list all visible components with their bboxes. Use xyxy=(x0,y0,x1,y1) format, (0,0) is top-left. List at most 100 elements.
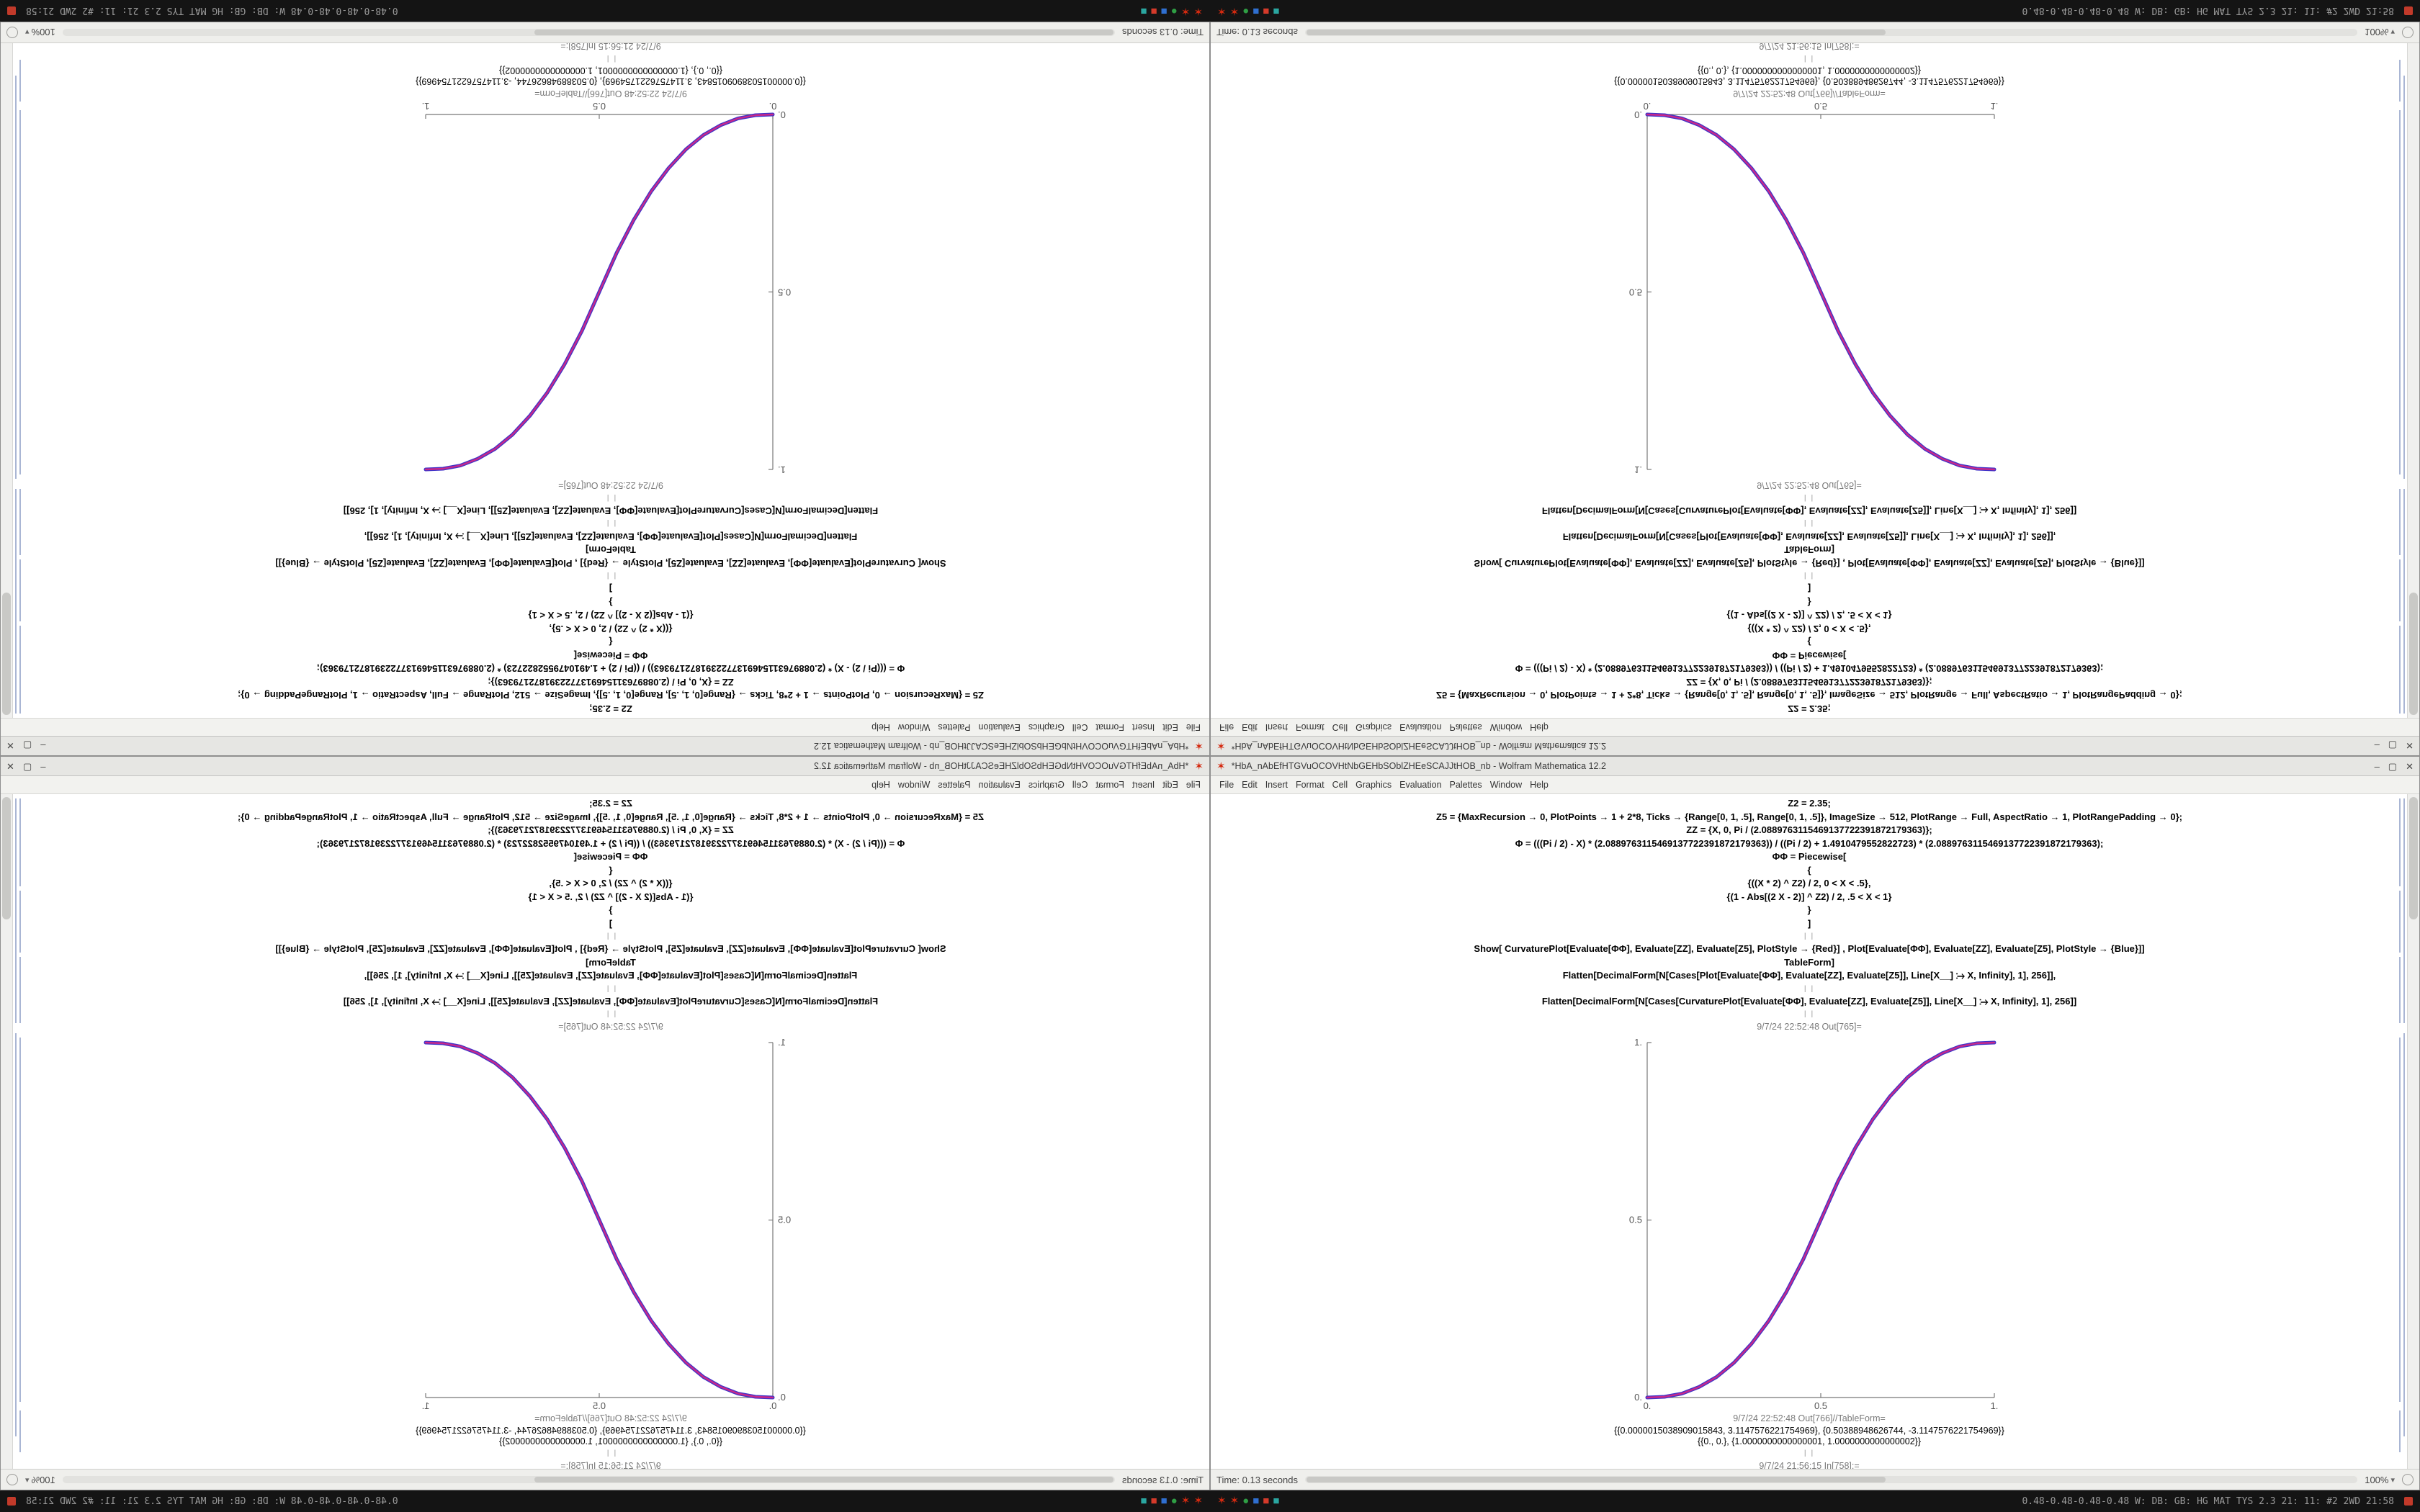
menu-item[interactable]: Edit xyxy=(1242,780,1258,790)
notebook-area[interactable]: Z2 = 2.35; Z5 = {MaxRecursion → 0, PlotPo… xyxy=(1,43,1209,718)
magnification-control[interactable]: 100% ▾ xyxy=(25,27,55,38)
menu-item[interactable]: Evaluation xyxy=(978,722,1021,732)
mathematica-icon[interactable]: ✶ xyxy=(1229,1495,1240,1507)
code-line[interactable]: Z5 = {MaxRecursion → 0, PlotPoints → 1 +… xyxy=(1436,811,2182,822)
cell-bracket[interactable] xyxy=(2399,798,2401,886)
code-line[interactable]: Z2 = 2.35; xyxy=(589,798,632,809)
code-line[interactable]: Flatten[DecimalForm[N[Cases[CurvaturePlo… xyxy=(1541,505,2077,517)
cell-bracket[interactable] xyxy=(19,60,21,102)
code-line[interactable]: { xyxy=(1807,864,1811,876)
menu-item[interactable]: Format xyxy=(1095,722,1125,732)
vertical-scrollbar-thumb[interactable] xyxy=(2,593,11,715)
code-line[interactable]: ZZ = {X, 0, Pi / (2.08897631154691377223… xyxy=(1686,677,1932,688)
close-button[interactable]: ✕ xyxy=(6,760,14,772)
minimize-button[interactable]: – xyxy=(2374,760,2380,772)
tray-end-icon[interactable] xyxy=(2404,6,2413,15)
code-line[interactable]: } xyxy=(609,904,613,915)
code-line[interactable]: ZZ = {X, 0, Pi / (2.08897631154691377223… xyxy=(488,824,734,835)
code-line[interactable]: | | xyxy=(605,494,617,503)
cell-bracket[interactable] xyxy=(15,76,17,479)
mathematica-icon[interactable]: ✶ xyxy=(1180,1495,1191,1507)
minimize-button[interactable]: – xyxy=(40,740,46,752)
magnification-control[interactable]: 100% ▾ xyxy=(2365,1475,2395,1485)
vertical-scrollbar-thumb[interactable] xyxy=(2409,593,2418,715)
cell-bracket[interactable] xyxy=(19,489,21,555)
code-line[interactable]: {((X * 2) ^ Z2) / 2, 0 < X < .5}, xyxy=(1747,624,1871,634)
code-line[interactable]: Show[ CurvaturePlot[Evaluate[ΦΦ], Evalua… xyxy=(275,943,946,954)
cell-bracket[interactable] xyxy=(19,798,21,886)
menu-item[interactable]: Format xyxy=(1095,780,1125,790)
menu-item[interactable]: File xyxy=(1219,780,1234,790)
cell-bracket[interactable] xyxy=(2403,76,2405,479)
scroll-corner-button[interactable] xyxy=(2402,27,2414,38)
mathematica-icon[interactable]: ✶ xyxy=(1193,1495,1203,1507)
red-app-icon[interactable]: ■ xyxy=(1263,1495,1270,1507)
horizontal-scrollbar[interactable] xyxy=(62,29,1116,36)
cell-bracket[interactable] xyxy=(15,1033,17,1436)
mathematica-icon[interactable]: ✶ xyxy=(1229,5,1240,17)
magnification-control[interactable]: 100% ▾ xyxy=(2365,27,2395,38)
code-line[interactable]: | | xyxy=(1803,494,1815,503)
code-line[interactable]: ] xyxy=(1807,917,1811,929)
menu-item[interactable]: Insert xyxy=(1265,780,1288,790)
code-line[interactable]: {(1 - Abs[(2 X - 2)] ^ Z2) / 2, .5 < X <… xyxy=(528,891,694,902)
code-line[interactable]: | | xyxy=(1803,1009,1815,1018)
blue-app-icon[interactable]: ■ xyxy=(1252,1495,1260,1507)
window-titlebar[interactable]: ✶ *HbA_nAbEfHTGVuOCOVHtNbGEHbSOblZHEeSCA… xyxy=(1211,757,2419,776)
close-button[interactable]: ✕ xyxy=(6,740,14,752)
menu-item[interactable]: Help xyxy=(871,722,890,732)
code-line[interactable]: ΦΦ = Piecewise[ xyxy=(1772,650,1847,661)
tray-end-icon[interactable] xyxy=(2404,1497,2413,1506)
close-button[interactable]: ✕ xyxy=(2406,740,2414,752)
code-line[interactable]: | | xyxy=(1803,984,1815,993)
menu-item[interactable]: Palettes xyxy=(1449,722,1482,732)
green-app-icon[interactable]: ● xyxy=(1242,1495,1250,1507)
code-line[interactable]: ZZ = {X, 0, Pi / (2.08897631154691377223… xyxy=(488,677,734,688)
menu-item[interactable]: Help xyxy=(1530,722,1549,732)
code-line[interactable]: | | xyxy=(605,932,617,940)
menu-item[interactable]: Cell xyxy=(1072,780,1088,790)
notebook-area[interactable]: Z2 = 2.35; Z5 = {MaxRecursion → 0, PlotPo… xyxy=(1211,43,2419,718)
magnification-control[interactable]: 100% ▾ xyxy=(25,1475,55,1485)
code-line[interactable]: ΦΦ = Piecewise[ xyxy=(1772,851,1847,862)
menu-item[interactable]: Insert xyxy=(1265,722,1288,732)
code-line[interactable]: | | xyxy=(1803,572,1815,580)
menu-item[interactable]: Edit xyxy=(1162,780,1178,790)
code-line[interactable]: Flatten[DecimalForm[N[Cases[CurvaturePlo… xyxy=(343,505,879,517)
red-app-icon[interactable]: ■ xyxy=(1150,5,1157,17)
code-line[interactable]: {((X * 2) ^ Z2) / 2, 0 < X < .5}, xyxy=(1747,878,1871,888)
cell-bracket[interactable] xyxy=(19,559,21,621)
menu-item[interactable]: Graphics xyxy=(1028,722,1065,732)
code-line[interactable]: } xyxy=(609,597,613,608)
cell-bracket[interactable] xyxy=(2399,626,2401,714)
menu-item[interactable]: Insert xyxy=(1132,780,1155,790)
red-app-icon[interactable]: ■ xyxy=(1263,5,1270,17)
code-line[interactable]: Φ = (((Pi / 2) - X) * (2.088976311546913… xyxy=(1515,837,2104,849)
window-titlebar[interactable]: ✶ *HbA_nAbEfHTGVuOCOVHtNbGEHbSOblZHEeSCA… xyxy=(1,757,1209,776)
code-line[interactable]: { xyxy=(609,636,613,648)
tray-end-icon[interactable] xyxy=(7,6,16,15)
code-line[interactable]: | | xyxy=(605,572,617,580)
code-line[interactable]: Flatten[DecimalForm[N[Cases[CurvaturePlo… xyxy=(343,995,879,1007)
window-titlebar[interactable]: ✶ *HbA_nAbEfHTGVuOCOVHtNbGEHbSOblZHEeSCA… xyxy=(1211,736,2419,755)
mathematica-icon[interactable]: ✶ xyxy=(1217,5,1227,17)
code-line[interactable]: Flatten[DecimalForm[N[Cases[CurvaturePlo… xyxy=(1541,995,2077,1007)
minimize-button[interactable]: – xyxy=(2374,740,2380,752)
scroll-corner-button[interactable] xyxy=(6,1474,18,1485)
code-line[interactable]: Z5 = {MaxRecursion → 0, PlotPoints → 1 +… xyxy=(238,811,984,822)
code-line[interactable]: TableForm] xyxy=(1784,956,1834,968)
blue-app-icon[interactable]: ■ xyxy=(1160,5,1168,17)
code-line[interactable]: ZZ = {X, 0, Pi / (2.08897631154691377223… xyxy=(1686,824,1932,835)
code-line[interactable]: Z2 = 2.35; xyxy=(1788,798,1831,809)
code-line[interactable]: {((X * 2) ^ Z2) / 2, 0 < X < .5}, xyxy=(549,878,673,888)
teal-app-icon[interactable]: ■ xyxy=(1140,5,1147,17)
vertical-scrollbar-thumb[interactable] xyxy=(2,797,11,919)
cell-bracket[interactable] xyxy=(2399,489,2401,555)
code-line[interactable]: Φ = (((Pi / 2) - X) * (2.088976311546913… xyxy=(1515,663,2104,675)
code-line[interactable]: Flatten[DecimalForm[N[Cases[Plot[Evaluat… xyxy=(1562,970,2056,981)
menu-item[interactable]: Edit xyxy=(1242,722,1258,732)
code-line[interactable]: { xyxy=(609,864,613,876)
minimize-button[interactable]: – xyxy=(40,760,46,772)
horizontal-scrollbar-thumb[interactable] xyxy=(534,1477,1114,1482)
vertical-scrollbar[interactable] xyxy=(1,43,13,718)
